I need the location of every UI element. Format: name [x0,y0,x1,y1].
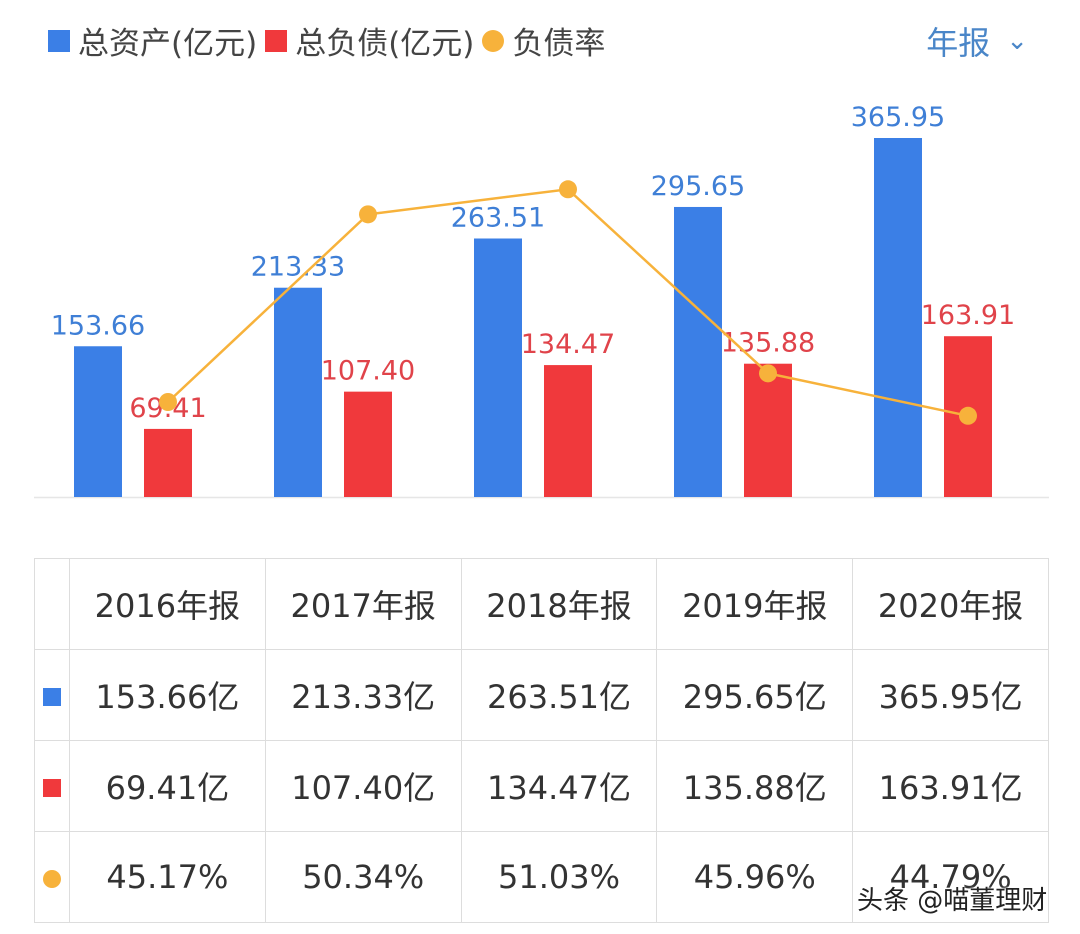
row-marker [34,831,70,923]
legend-label: 总负债(亿元) [295,26,475,62]
period-selector[interactable]: 年报 ⌄ [926,18,1028,64]
table-cell: 135.88亿 [656,740,854,832]
watermark: 头条 @喵董理财 [857,886,1048,916]
header-cell: 2018年报 [460,558,658,650]
table-cell: 295.65亿 [656,649,854,741]
ratio-point [359,205,377,224]
assets-data-label: 365.95 [851,102,945,133]
assets-data-label: 263.51 [451,202,545,233]
legend-liabilities[interactable]: 总负债(亿元) [265,18,474,63]
table-row-ratio: 45.17% 50.34% 51.03% 45.96% 44.79% [34,831,1049,923]
table-cell: 45.17% [69,831,266,923]
circle-marker-icon [43,870,61,888]
table-cell: 50.34% [264,831,462,923]
assets-data-label: 295.65 [651,171,745,202]
chevron-down-icon: ⌄ [1006,26,1028,56]
ratio-point [159,393,177,411]
ratio-point [959,406,977,425]
assets-data-label: 213.33 [251,252,345,283]
square-marker-icon [43,688,61,706]
assets-bar [474,238,522,497]
assets-bar [674,206,722,497]
table-cell: 44.79% [852,831,1049,923]
row-marker [34,649,70,741]
corner-cell [34,558,70,650]
liabilities-data-label: 163.91 [921,300,1015,331]
header-cell: 2019年报 [656,558,854,650]
table-row-liabilities: 69.41亿 107.40亿 134.47亿 135.88亿 163.91亿 [34,740,1049,832]
row-marker [34,740,70,832]
square-marker-icon [43,779,61,797]
liabilities-bar [744,363,792,497]
ratio-point [559,180,577,199]
legend: 总资产(亿元) 总负债(亿元) 负债率 [48,18,613,63]
table-cell: 45.96% [656,831,854,923]
liabilities-bar [544,365,592,497]
assets-bar [874,138,922,497]
table-cell: 134.47亿 [460,740,658,832]
header-cell: 2017年报 [264,558,462,650]
table-cell: 213.33亿 [264,649,462,741]
assets-bar [74,346,122,497]
legend-swatch-ratio [482,29,505,52]
header-cell: 2016年报 [69,558,266,650]
table-cell: 51.03% [460,831,658,923]
liabilities-data-label: 134.47 [521,329,615,360]
table-header-row: 2016年报 2017年报 2018年报 2019年报 2020年报 [34,558,1049,650]
liabilities-data-label: 107.40 [321,356,415,387]
chart: 153.66213.33263.51295.65365.9569.41107.4… [34,102,1049,499]
table-cell: 107.40亿 [264,740,462,832]
legend-swatch-liabilities [265,29,288,52]
liabilities-bar [144,428,192,497]
legend-ratio[interactable]: 负债率 [482,18,605,63]
table-cell: 163.91亿 [852,740,1049,832]
assets-data-label: 153.66 [51,310,145,341]
legend-label: 总资产(亿元) [78,26,258,62]
ratio-point [759,364,777,383]
liabilities-bar [344,391,392,497]
legend-assets[interactable]: 总资产(亿元) [48,18,257,63]
legend-swatch-assets [48,29,70,52]
header-cell: 2020年报 [852,558,1049,650]
table-cell: 153.66亿 [69,649,266,741]
legend-label: 负债率 [512,26,606,62]
table-cell: 365.95亿 [852,649,1049,741]
period-label: 年报 [926,24,991,62]
table-cell: 69.41亿 [69,740,266,832]
table-cell: 263.51亿 [460,649,658,741]
table-row-assets: 153.66亿 213.33亿 263.51亿 295.65亿 365.95亿 [34,649,1049,741]
data-table: 2016年报 2017年报 2018年报 2019年报 2020年报 153.6… [34,558,1049,923]
assets-bar [274,287,322,497]
